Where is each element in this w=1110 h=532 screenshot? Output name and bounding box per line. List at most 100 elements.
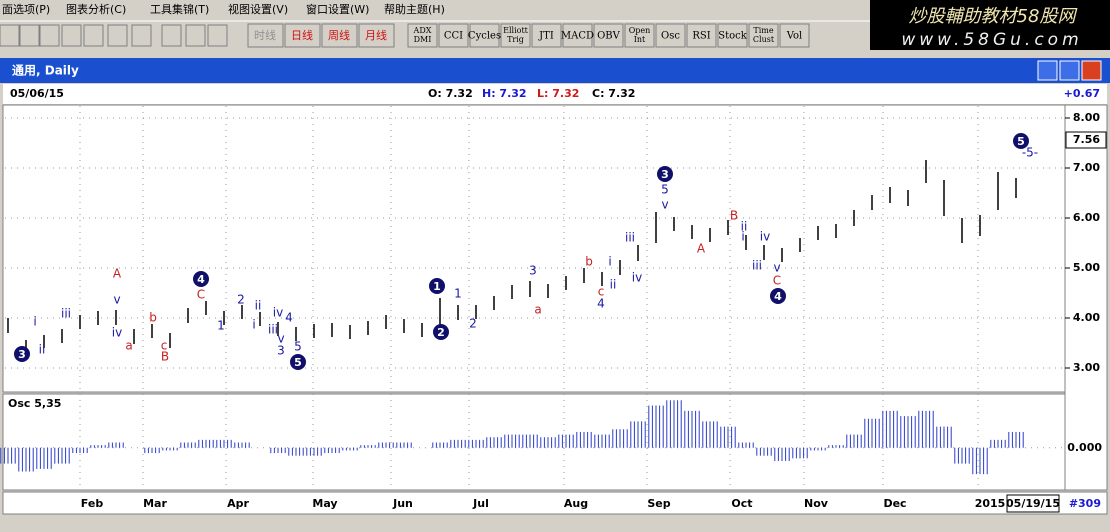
wave-label: 5 [294,340,302,354]
month-label: Sep [647,497,670,510]
y-tick-label: 8.00 [1073,111,1100,124]
month-label: Aug [564,497,588,510]
wave-label: 2 [469,317,477,331]
wave-label: a [125,339,132,353]
period-button[interactable] [247,23,284,48]
wave-label: a [534,303,541,317]
month-label: Dec [883,497,906,510]
wave-circle [657,166,673,182]
osc-title: Osc 5,35 [8,397,61,410]
indicator-button[interactable] [779,23,810,48]
wave-label: 1 [433,280,441,293]
tool-button[interactable] [19,24,40,47]
tool-button[interactable] [83,24,104,47]
title-bar [0,58,1110,83]
indicator-button[interactable] [686,23,717,48]
tool-button[interactable] [161,24,182,47]
time-axis [2,491,1108,515]
menu-item[interactable]: 视图设置(V) [228,2,288,16]
menu-item[interactable]: 工具集锦(T) [150,2,209,16]
menu-item[interactable]: 面选项(P) [2,3,50,16]
window-title: 通用, Daily [12,63,79,78]
tool-button[interactable] [107,24,128,47]
y-tick-label: 6.00 [1073,211,1100,224]
wave-label: A [697,242,706,256]
wave-label: v [773,261,780,275]
wave-label: iii [625,231,635,245]
period-button[interactable] [358,23,395,48]
indicator-label: Osc [661,31,680,42]
wave-label: 1 [217,319,225,333]
indicator-label: CCI [444,31,463,42]
menu-item[interactable]: 图表分析(C) [66,2,126,16]
y-tick-label: 7.00 [1073,161,1100,174]
banner [870,0,1110,50]
minimize-button[interactable] [1037,60,1058,81]
banner-url: www.58Gu.com [901,30,1082,50]
indicator-button[interactable] [748,23,779,48]
wave-label: 3 [18,348,26,361]
indicator-label: Stock [718,31,747,42]
indicator-button[interactable] [500,23,531,48]
info-bar [3,84,1107,104]
info-date: 05/06/15 [10,87,64,100]
period-label: 周线 [328,28,350,42]
wave-label: iv [632,271,642,285]
indicator-button[interactable] [562,23,593,48]
wave-circle [433,324,449,340]
tool-button[interactable] [131,24,152,47]
indicator-label: Cycles [468,31,501,42]
wave-label: B [730,209,738,223]
wave-label: 5 [1017,135,1025,148]
close-button[interactable] [1081,60,1102,81]
wave-label: 2 [437,326,445,339]
price-pane [2,104,1066,393]
wave-label: 4 [197,273,205,286]
indicator-label: Int [634,35,646,44]
indicator-button[interactable] [593,23,624,48]
bar-number: #309 [1069,497,1101,510]
indicator-button[interactable] [624,23,655,48]
wave-label: 5 [661,183,669,197]
status-bar [0,516,1110,528]
month-label: Mar [143,497,167,510]
period-label: 月线 [365,28,387,42]
indicator-button[interactable] [438,23,469,48]
value-axis [1064,104,1108,491]
menu-item[interactable]: 帮助主题(H) [384,2,445,16]
wave-label: 4 [597,297,605,311]
wave-label: i [33,315,36,329]
indicator-button[interactable] [469,23,500,48]
wave-circle [429,278,445,294]
wave-circle [770,288,786,304]
wave-label: 5 [294,356,302,369]
y-tick-label: 3.00 [1073,361,1100,374]
wave-label: iv [112,326,122,340]
wave-label: ii [610,278,617,292]
menu-item[interactable]: 窗口设置(W) [306,2,369,16]
info-change: +0.67 [1064,87,1100,100]
period-button[interactable] [284,23,321,48]
wave-label: -5- [1022,146,1038,160]
indicator-button[interactable] [531,23,562,48]
wave-label: ii [741,220,748,234]
wave-circle [14,346,30,362]
info-high: H: 7.32 [482,87,527,100]
month-label: Feb [81,497,104,510]
indicator-button[interactable] [655,23,686,48]
month-label: Jul [472,497,489,510]
maximize-button[interactable] [1059,60,1080,81]
indicator-button[interactable] [407,23,438,48]
tool-button[interactable] [0,24,20,47]
indicator-label: Vol [786,31,803,42]
tool-button[interactable] [61,24,82,47]
wave-label: iv [760,230,770,244]
wave-label: ii [39,343,46,357]
indicator-button[interactable] [717,23,748,48]
last-price-label: 7.56 [1073,133,1100,146]
period-button[interactable] [321,23,358,48]
tool-button[interactable] [185,24,206,47]
tool-button[interactable] [207,24,228,47]
tool-button[interactable] [39,24,60,47]
